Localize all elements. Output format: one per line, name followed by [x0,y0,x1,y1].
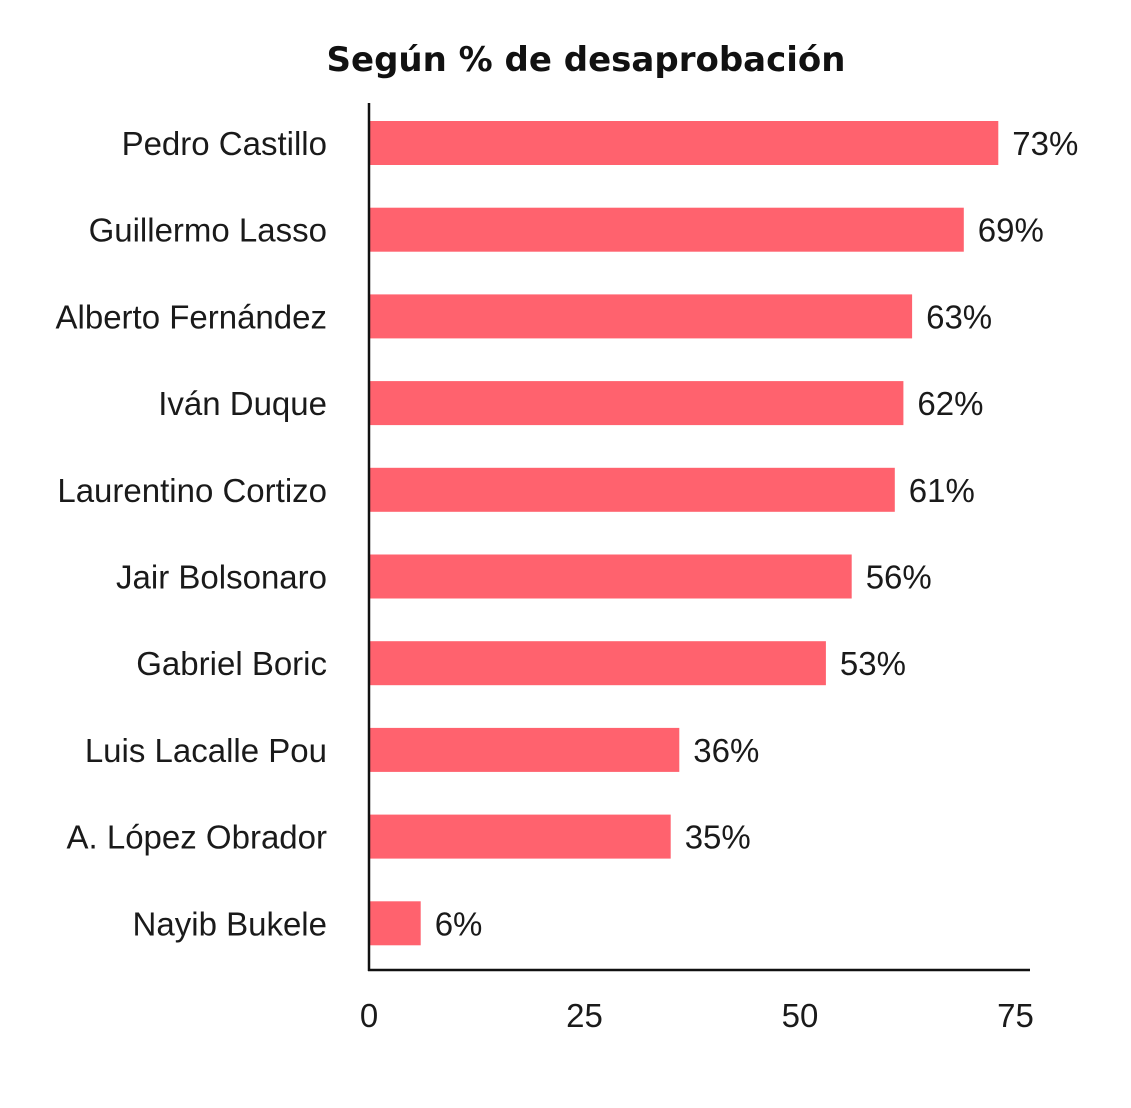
category-label: Luis Lacalle Pou [85,732,327,769]
x-tick-label: 0 [360,997,378,1034]
category-label: Pedro Castillo [122,125,327,162]
value-label: 69% [978,212,1044,249]
bar [369,207,964,252]
bar [369,467,895,512]
value-label: 62% [917,385,983,422]
x-tick-label: 25 [566,997,603,1034]
value-label: 61% [909,472,975,509]
value-label: 6% [435,905,483,942]
category-label: Guillermo Lasso [89,212,327,249]
bar [369,294,913,339]
value-label: 56% [866,559,932,596]
category-label: Alberto Fernández [56,298,328,335]
category-label: Laurentino Cortizo [57,472,327,509]
bar [369,381,904,426]
category-label: Jair Bolsonaro [116,559,327,596]
bar [369,121,999,165]
value-label: 63% [926,298,992,335]
bars-layer [369,121,999,946]
value-label: 36% [693,732,759,769]
category-label: Nayib Bukele [133,905,327,942]
bar [369,727,680,772]
bar [369,554,852,599]
category-label: Iván Duque [158,385,327,422]
bar [369,901,421,946]
category-label: A. López Obrador [67,819,328,856]
labels-layer: Pedro Castillo 73% Guillermo Lasso 69% Alber… [56,125,1079,942]
ticks-layer: 0 25 50 75 [360,997,1034,1034]
value-label: 35% [685,819,751,856]
value-label: 73% [1012,125,1078,162]
bar [369,814,671,859]
category-label: Gabriel Boric [136,645,327,682]
bar [369,641,826,686]
x-tick-label: 50 [782,997,819,1034]
x-tick-label: 75 [997,997,1034,1034]
value-label: 53% [840,645,906,682]
chart-title: Según % de desaprobación [327,40,846,80]
